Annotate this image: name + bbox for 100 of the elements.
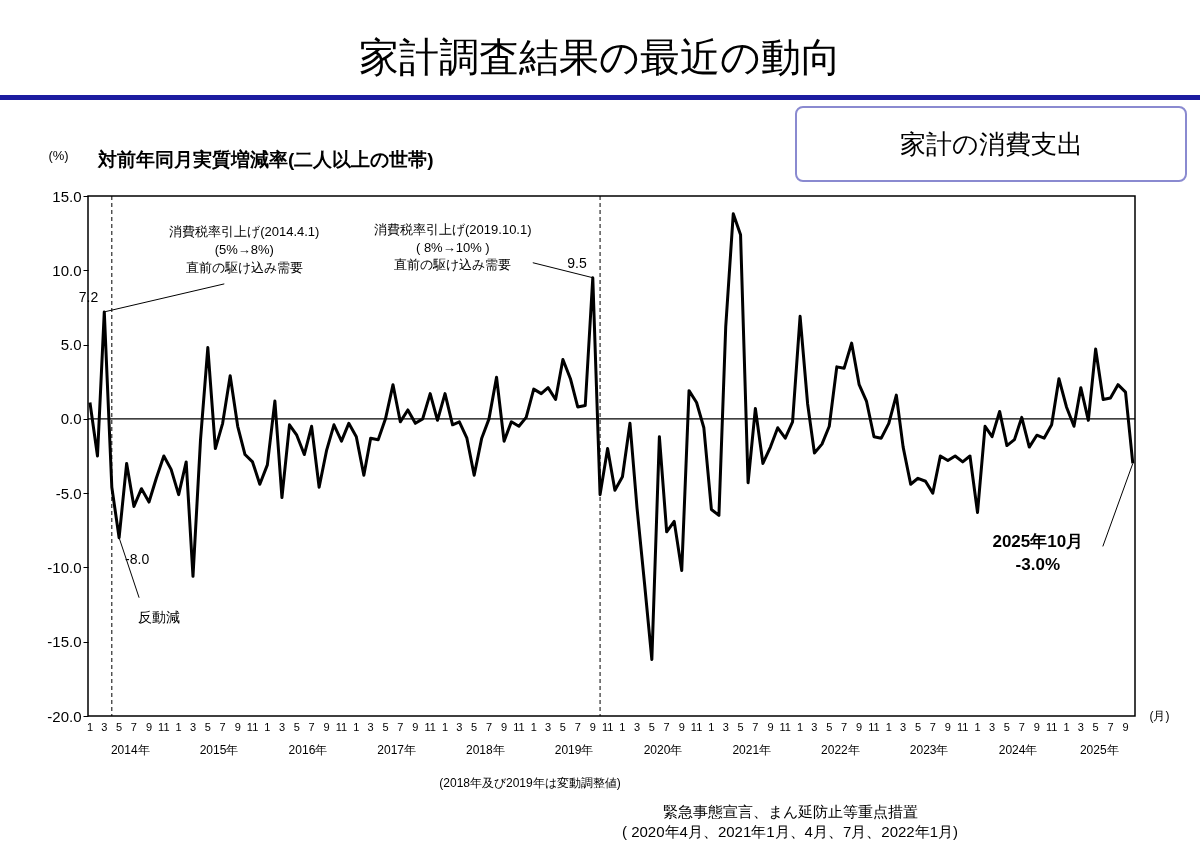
x-tick-label: 11: [868, 721, 880, 733]
x-tick-label: 7: [308, 721, 315, 733]
x-tick-label: 3: [367, 721, 374, 733]
x-tick-label: 3: [722, 721, 729, 733]
x2-tick-label: 2024年: [998, 743, 1038, 757]
x-tick-label: 9: [412, 721, 419, 733]
x-tick-label: 1: [885, 721, 892, 733]
x-tick-label: 3: [811, 721, 818, 733]
x-tick-label: 11: [956, 721, 969, 733]
y-tick-label: -10.0: [47, 558, 82, 576]
x-tick-label: 7: [397, 721, 404, 733]
data-label: -8.0: [125, 550, 150, 567]
chart-subtitle: 家計の消費支出: [795, 106, 1187, 182]
x-tick-label: 3: [456, 721, 463, 733]
x2-tick-label: 2017年: [377, 743, 417, 757]
x-tick-label: 5: [737, 721, 744, 733]
x-tick-label: 9: [145, 721, 153, 733]
y-tick-label: 10.0: [52, 261, 82, 279]
x-tick-label: 3: [278, 721, 286, 733]
text: (2018年及び2019年は変動調整値): [439, 776, 621, 790]
y-tick-label: 0.0: [60, 410, 82, 428]
x-tick-label: 1: [974, 721, 981, 733]
x-tick-label: 5: [382, 721, 389, 733]
x-tick-label: 7: [574, 721, 581, 733]
x-tick-label: 3: [1077, 721, 1084, 733]
annotation: 消費税率引上げ(2019.10.1) ( 8%→10% ) 直前の駆け込み需要: [374, 222, 532, 273]
x-tick-label: 1: [797, 721, 804, 733]
x2-tick-label: 2018年: [466, 743, 505, 757]
x-tick-label: 11: [601, 721, 614, 733]
x2-tick-label: 2023年: [909, 743, 949, 757]
x-tick-label: 1: [1063, 721, 1070, 733]
y-tick-label: -20.0: [47, 707, 82, 725]
x-tick-label: 5: [914, 721, 922, 733]
x-tick-label: 7: [841, 721, 848, 733]
x-tick-label: 1: [619, 721, 626, 733]
x-tick-label: 7: [1107, 721, 1114, 733]
x-tick-label: 3: [545, 721, 552, 733]
x2-tick-label: 2021年: [732, 743, 772, 757]
annotation: 反動減: [138, 608, 181, 625]
x-tick-label: 5: [648, 721, 655, 733]
x2-tick-label: 2020年: [643, 743, 683, 757]
x-tick-label: 9: [501, 721, 508, 733]
x-tick-label: 1: [86, 721, 94, 733]
x-tick-label: 3: [101, 721, 108, 733]
x-tick-label: 11: [335, 721, 348, 733]
x2-tick-label: 2025年: [1079, 743, 1119, 757]
y-tick-label: -5.0: [55, 484, 82, 502]
x-tick-label: 7: [752, 721, 759, 733]
x-tick-label: 11: [779, 721, 791, 733]
x-tick-label: 9: [678, 721, 685, 733]
x-tick-label: 5: [1003, 721, 1010, 733]
x-tick-label: 3: [189, 721, 197, 733]
x-tick-label: 5: [293, 721, 300, 733]
x-tick-label: 3: [900, 721, 907, 733]
annotation: 消費税率引上げ(2014.4.1) (5%→8%) 直前の駆け込み需要: [169, 224, 320, 275]
y-axis-title: (%): [48, 147, 69, 163]
x-tick-label: 5: [471, 721, 478, 733]
text: 対前年同月実質増減率(二人以上の世帯): [97, 149, 434, 170]
x-tick-label: 5: [1092, 721, 1099, 733]
x-tick-label: 7: [1018, 721, 1025, 733]
x-tick-label: 1: [708, 721, 715, 733]
x-tick-label: 11: [246, 721, 259, 733]
x-tick-label: 9: [234, 721, 241, 733]
x-tick-label: 9: [856, 721, 863, 733]
x-tick-label: 7: [663, 721, 670, 733]
chart-title: 家計調査結果の最近の動向: [358, 34, 842, 81]
x-tick-label: 9: [589, 721, 596, 733]
x-tick-label: 5: [204, 721, 211, 733]
x2-tick-label: 2022年: [821, 743, 860, 757]
x-tick-label: 9: [323, 721, 330, 733]
x-tick-label: 1: [530, 721, 537, 733]
x-tick-label: 7: [130, 721, 137, 733]
x-tick-label: 5: [116, 721, 123, 733]
data-label: 9.5: [567, 254, 587, 271]
x-tick-label: 3: [989, 721, 996, 733]
x-tick-label: 5: [559, 721, 566, 733]
x-tick-label: 9: [944, 721, 951, 733]
x2-tick-label: 2015年: [199, 743, 239, 757]
y-tick-label: 15.0: [52, 187, 82, 205]
x-tick-label: 11: [158, 721, 170, 733]
x-axis-title: (月): [1149, 708, 1170, 723]
x-tick-label: 11: [1045, 721, 1058, 733]
annotation: 2025年10月 -3.0%: [992, 532, 1084, 574]
y-tick-label: 5.0: [60, 336, 82, 354]
y-tick-label: -15.0: [47, 633, 82, 651]
x-tick-label: 1: [441, 721, 449, 733]
x-tick-label: 7: [485, 721, 493, 733]
x-tick-label: 1: [353, 721, 360, 733]
x-tick-label: 11: [424, 721, 436, 733]
x-tick-label: 11: [513, 721, 525, 733]
x-tick-label: 9: [767, 721, 774, 733]
x2-tick-label: 2014年: [110, 743, 150, 757]
x2-tick-label: 2019年: [554, 743, 594, 757]
x-tick-label: 1: [264, 721, 271, 733]
x-tick-label: 7: [219, 721, 226, 733]
x-tick-label: 9: [1033, 721, 1040, 733]
x-tick-label: 11: [690, 721, 703, 733]
x-tick-label: 7: [929, 721, 936, 733]
x-tick-label: 1: [175, 721, 182, 733]
x-tick-label: 9: [1122, 721, 1129, 733]
